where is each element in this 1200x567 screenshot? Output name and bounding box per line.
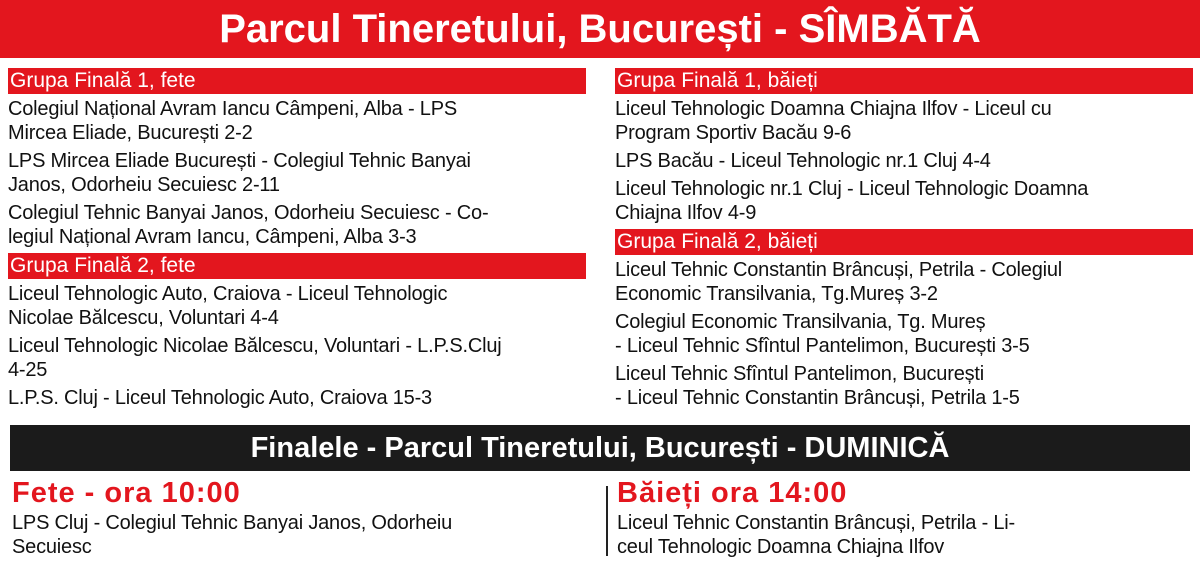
match: Liceul Tehnologic Auto, Craiova - Liceul… <box>8 282 586 330</box>
match-line: Liceul Tehnologic Doamna Chiajna Ilfov -… <box>615 98 1052 120</box>
match-line: Liceul Tehnologic Nicolae Bălcescu, Volu… <box>8 335 502 357</box>
match: Liceul Tehnologic Nicolae Bălcescu, Volu… <box>8 334 586 382</box>
match-line: Colegiul Național Avram Iancu Câmpeni, A… <box>8 98 457 120</box>
match: Liceul Tehnic Sfîntul Pantelimon, Bucure… <box>615 362 1193 410</box>
match-line: Program Sportiv Bacău 9-6 <box>615 122 852 144</box>
match-line: L.P.S. Cluj - Liceul Tehnologic Auto, Cr… <box>8 387 432 409</box>
match-line: legiul Național Avram Iancu, Câmpeni, Al… <box>8 226 417 248</box>
match: L.P.S. Cluj - Liceul Tehnologic Auto, Cr… <box>8 386 586 410</box>
column: Grupa Finală 1, fete Colegiul Național Av… <box>8 68 586 414</box>
match-line: Liceul Tehnologic Auto, Craiova - Liceul… <box>8 283 448 305</box>
finals-title: Finalele - Parcul Tineretului, București… <box>10 425 1190 471</box>
match-line: Colegiul Tehnic Banyai Janos, Odorheiu S… <box>8 202 489 224</box>
match-line: 4-25 <box>8 359 48 381</box>
final-line: Secuiesc <box>12 536 92 558</box>
final-section: Băieți ora 14:00 Liceul Tehnic Constantin… <box>617 477 1187 559</box>
match: LPS Mircea Eliade București - Colegiul T… <box>8 149 586 197</box>
match-line: Colegiul Economic Transilvania, Tg. Mure… <box>615 311 986 333</box>
match: Liceul Tehnologic Doamna Chiajna Ilfov -… <box>615 97 1193 145</box>
group-title: Grupa Finală 2, băieți <box>615 229 1193 255</box>
final-line: ceul Tehnologic Doamna Chiajna Ilfov <box>617 536 945 558</box>
column: Grupa Finală 1, băieți Liceul Tehnologic … <box>615 68 1193 414</box>
match: Liceul Tehnologic nr.1 Cluj - Liceul Teh… <box>615 177 1193 225</box>
final-line: LPS Cluj - Colegiul Tehnic Banyai Janos,… <box>12 512 453 534</box>
match-line: Liceul Tehnic Constantin Brâncuși, Petri… <box>615 259 1063 281</box>
final-title: Băieți ora 14:00 <box>617 477 848 509</box>
match: Colegiul Național Avram Iancu Câmpeni, A… <box>8 97 586 145</box>
group-title: Grupa Finală 1, fete <box>8 68 586 94</box>
divider <box>606 486 608 556</box>
group-title: Grupa Finală 1, băieți <box>615 68 1193 94</box>
match-line: - Liceul Tehnic Sfîntul Pantelimon, Bucu… <box>615 335 1030 357</box>
group-title: Grupa Finală 2, fete <box>8 253 586 279</box>
final-section: Fete - ora 10:00 LPS Cluj - Colegiul Tehn… <box>12 477 582 559</box>
match: LPS Bacău - Liceul Tehnologic nr.1 Cluj … <box>615 149 1193 173</box>
match: Colegiul Economic Transilvania, Tg. Mure… <box>615 310 1193 358</box>
match-line: Liceul Tehnic Sfîntul Pantelimon, Bucure… <box>615 363 985 385</box>
match-line: LPS Bacău - Liceul Tehnologic nr.1 Cluj … <box>615 150 991 172</box>
final-line: Liceul Tehnic Constantin Brâncuși, Petri… <box>617 512 1016 534</box>
match-line: Janos, Odorheiu Secuiesc 2-11 <box>8 174 280 196</box>
match-line: Mircea Eliade, București 2-2 <box>8 122 253 144</box>
header-title: Parcul Tineretului, București - SÎMBĂTĂ <box>0 0 1200 58</box>
match-line: - Liceul Tehnic Constantin Brâncuși, Pet… <box>615 387 1020 409</box>
match-line: LPS Mircea Eliade București - Colegiul T… <box>8 150 471 172</box>
match: Colegiul Tehnic Banyai Janos, Odorheiu S… <box>8 201 586 249</box>
final-title: Fete - ora 10:00 <box>12 477 241 509</box>
match-line: Chiajna Ilfov 4-9 <box>615 202 757 224</box>
match-line: Nicolae Bălcescu, Voluntari 4-4 <box>8 307 279 329</box>
match-line: Economic Transilvania, Tg.Mureș 3-2 <box>615 283 938 305</box>
match-line: Liceul Tehnologic nr.1 Cluj - Liceul Teh… <box>615 178 1089 200</box>
match: Liceul Tehnic Constantin Brâncuși, Petri… <box>615 258 1193 306</box>
